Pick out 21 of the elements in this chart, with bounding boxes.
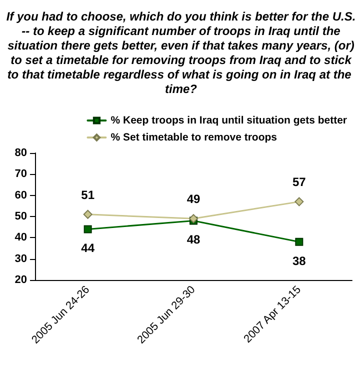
data-label: 44 bbox=[81, 241, 95, 256]
y-tick-label: 60 bbox=[14, 189, 27, 202]
y-tick-label: 80 bbox=[14, 147, 27, 159]
y-tick-label: 20 bbox=[14, 274, 27, 286]
point bbox=[189, 214, 198, 224]
chart-title: If you had to choose, which do you think is better for the U.S. -- to keep a significant number of troops in Iraq until the situation there gets better, even if that takes many years, (or) to set a timetable for removing troops from Iraq and to stick to that timetable regardless of what is going on in Iraq at the time? bbox=[6, 9, 356, 96]
data-label: 48 bbox=[186, 232, 200, 247]
data-label: 49 bbox=[186, 192, 200, 206]
y-tick-label: 30 bbox=[14, 252, 27, 265]
point bbox=[294, 197, 304, 206]
data-label: 51 bbox=[81, 188, 95, 202]
point bbox=[83, 210, 92, 219]
point bbox=[84, 225, 92, 234]
data-label: 57 bbox=[292, 175, 306, 190]
legend-label: % Keep troops in Iraq until situation gets better bbox=[110, 114, 348, 126]
data-label: 38 bbox=[292, 254, 306, 268]
y-tick-label: 40 bbox=[14, 232, 27, 244]
y-tick-label: 70 bbox=[14, 168, 27, 180]
y-tick-label: 50 bbox=[14, 210, 27, 222]
legend-label: % Set timetable to remove troops bbox=[110, 132, 278, 144]
point bbox=[295, 238, 304, 246]
